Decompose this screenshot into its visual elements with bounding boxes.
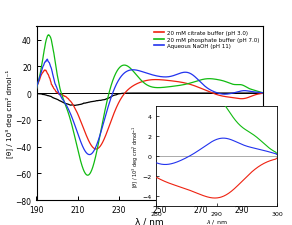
Y-axis label: $[\theta]$ / 10$^3$ deg cm$^2$ dmol$^{-1}$: $[\theta]$ / 10$^3$ deg cm$^2$ dmol$^{-1… [131,125,141,188]
X-axis label: $\lambda$ / nm: $\lambda$ / nm [206,217,227,225]
Legend: 20 mM citrate buffer (pH 3.0), 20 mM phosphate buffer (pH 7.0), Aqueous NaOH (pH: 20 mM citrate buffer (pH 3.0), 20 mM pho… [153,30,260,50]
X-axis label: λ / nm: λ / nm [135,217,164,225]
Y-axis label: [θ] / 10³ deg cm² dmol⁻¹: [θ] / 10³ deg cm² dmol⁻¹ [5,70,13,158]
